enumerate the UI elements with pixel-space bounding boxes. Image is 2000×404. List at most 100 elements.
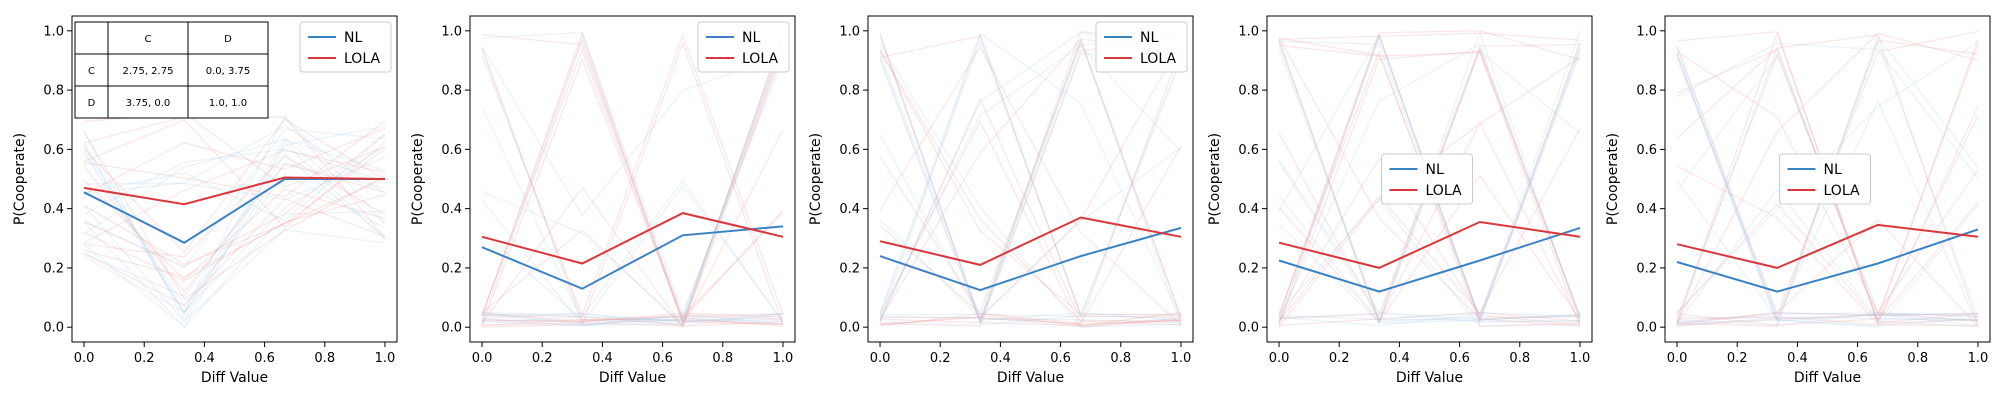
lola-run-line xyxy=(1278,44,1581,327)
nl-run-line xyxy=(879,134,1182,324)
lola-run-line xyxy=(1278,121,1581,324)
legend: NL LOLA xyxy=(1095,21,1188,73)
nl-run-line xyxy=(1278,42,1581,324)
x-tick-label: 0.8 xyxy=(712,351,733,366)
nl-run-line xyxy=(481,314,784,325)
lola-run-line xyxy=(83,118,386,254)
x-tick-label: 0.8 xyxy=(1509,351,1530,366)
chart-panel-2: 0.0 0.2 0.4 0.6 0.8 1.0 0.0 0.2 0.4 0.6 0.8 1.0 Diff… xyxy=(410,15,796,386)
nl-mean-line xyxy=(481,225,784,290)
x-tick-label: 0.4 xyxy=(1389,351,1410,366)
x-tick-label: 0.8 xyxy=(314,351,335,366)
y-tick-label: 0.2 xyxy=(1636,261,1657,276)
x-tick-label: 0.4 xyxy=(194,351,215,366)
y-tick-label: 0.8 xyxy=(1238,84,1259,99)
y-tick-label: 0.2 xyxy=(43,261,64,276)
lola-run-line xyxy=(481,313,784,323)
y-axis-label: P(Cooperate) xyxy=(410,133,426,225)
background-runs xyxy=(879,30,1182,328)
lola-run-line xyxy=(1676,316,1979,327)
axes-frame xyxy=(1664,15,1991,343)
y-tick-label: 0.4 xyxy=(43,202,64,217)
lola-run-line xyxy=(481,312,784,323)
nl-run-line xyxy=(481,32,784,326)
nl-run-line xyxy=(880,147,1182,319)
nl-run-line xyxy=(83,136,386,316)
legend-label-lola: LOLA xyxy=(742,51,778,67)
lola-run-line xyxy=(481,34,784,327)
lola-run-line xyxy=(83,119,386,229)
payoff-table: C D C 2.75, 2.75 0.0, 3.75 D 3.75, 0.0 1.0, 1.0 xyxy=(74,21,269,119)
nl-run-line xyxy=(1676,204,1979,328)
x-tick-label: 1.0 xyxy=(1570,351,1591,366)
y-tick-label: 1.0 xyxy=(1238,24,1259,39)
lola-run-line xyxy=(879,47,1182,324)
nl-mean-line xyxy=(1676,228,1979,293)
y-tick-label: 0.4 xyxy=(441,202,462,217)
x-tick-label: 1.0 xyxy=(375,351,396,366)
lola-run-line xyxy=(481,50,784,329)
nl-run-line xyxy=(1676,54,1979,327)
lola-mean-line xyxy=(1278,220,1581,269)
nl-run-line xyxy=(83,125,386,329)
lola-run-line xyxy=(83,127,386,195)
nl-run-line xyxy=(83,115,386,314)
nl-run-line xyxy=(83,131,386,322)
nl-run-line xyxy=(83,205,386,323)
legend-label-nl: NL xyxy=(742,30,760,46)
axes-frame xyxy=(867,15,1194,343)
lola-run-line xyxy=(1278,128,1581,323)
x-tick-label: 0.8 xyxy=(1110,351,1131,366)
nl-run-line xyxy=(83,152,386,315)
table-cell: 0.0, 3.75 xyxy=(206,66,251,77)
legend: NL LOLA xyxy=(697,21,790,73)
table-cell: 2.75, 2.75 xyxy=(123,66,174,77)
x-tick-label: 1.0 xyxy=(1171,351,1192,366)
legend-label-nl: NL xyxy=(1426,162,1444,178)
y-tick-label: 0.6 xyxy=(839,143,860,158)
legend-label-lola: LOLA xyxy=(1426,183,1462,199)
nl-run-line xyxy=(879,38,1182,326)
lola-run-line xyxy=(1676,32,1979,324)
x-tick-label: 1.0 xyxy=(773,351,794,366)
x-tick-label: 0.6 xyxy=(1449,351,1470,366)
nl-run-line xyxy=(481,106,784,323)
lola-mean-line xyxy=(879,216,1182,266)
lola-mean-line xyxy=(1676,223,1979,269)
nl-run-line xyxy=(1278,312,1581,323)
lola-run-line xyxy=(83,179,386,281)
legend-box xyxy=(1779,153,1871,205)
nl-run-line xyxy=(481,315,784,324)
nl-run-line xyxy=(1676,99,1979,327)
table-row-header: C xyxy=(88,66,95,77)
x-axis-label: Diff Value xyxy=(201,370,268,386)
axes-frame xyxy=(71,15,398,343)
legend-label-lola: LOLA xyxy=(1824,183,1860,199)
nl-run-line xyxy=(481,43,784,326)
lola-run-line xyxy=(879,35,1182,318)
nl-run-line xyxy=(1676,312,1979,324)
x-tick-label: 0.4 xyxy=(1787,351,1808,366)
nl-run-line xyxy=(481,46,784,217)
x-tick-label: 0.2 xyxy=(1727,351,1748,366)
nl-run-line xyxy=(83,210,386,329)
legend: NL LOLA xyxy=(299,21,392,73)
y-tick-label: 0.2 xyxy=(1238,261,1259,276)
lola-run-line xyxy=(879,38,1182,320)
nl-run-line xyxy=(1278,312,1581,321)
x-tick-label: 0.8 xyxy=(1907,351,1928,366)
x-axis-label: Diff Value xyxy=(1396,370,1463,386)
lola-run-line xyxy=(1676,39,1979,326)
background-runs xyxy=(481,30,784,329)
nl-run-line xyxy=(481,47,784,326)
y-tick-label: 0.0 xyxy=(1238,321,1259,336)
x-tick-label: 0.2 xyxy=(930,351,951,366)
legend-label-nl: NL xyxy=(1824,162,1842,178)
x-tick-label: 0.4 xyxy=(592,351,613,366)
x-tick-label: 0.6 xyxy=(1847,351,1868,366)
x-tick-label: 0.0 xyxy=(74,351,95,366)
x-tick-label: 0.4 xyxy=(990,351,1011,366)
nl-run-line xyxy=(481,31,784,315)
nl-run-line xyxy=(879,39,1182,316)
